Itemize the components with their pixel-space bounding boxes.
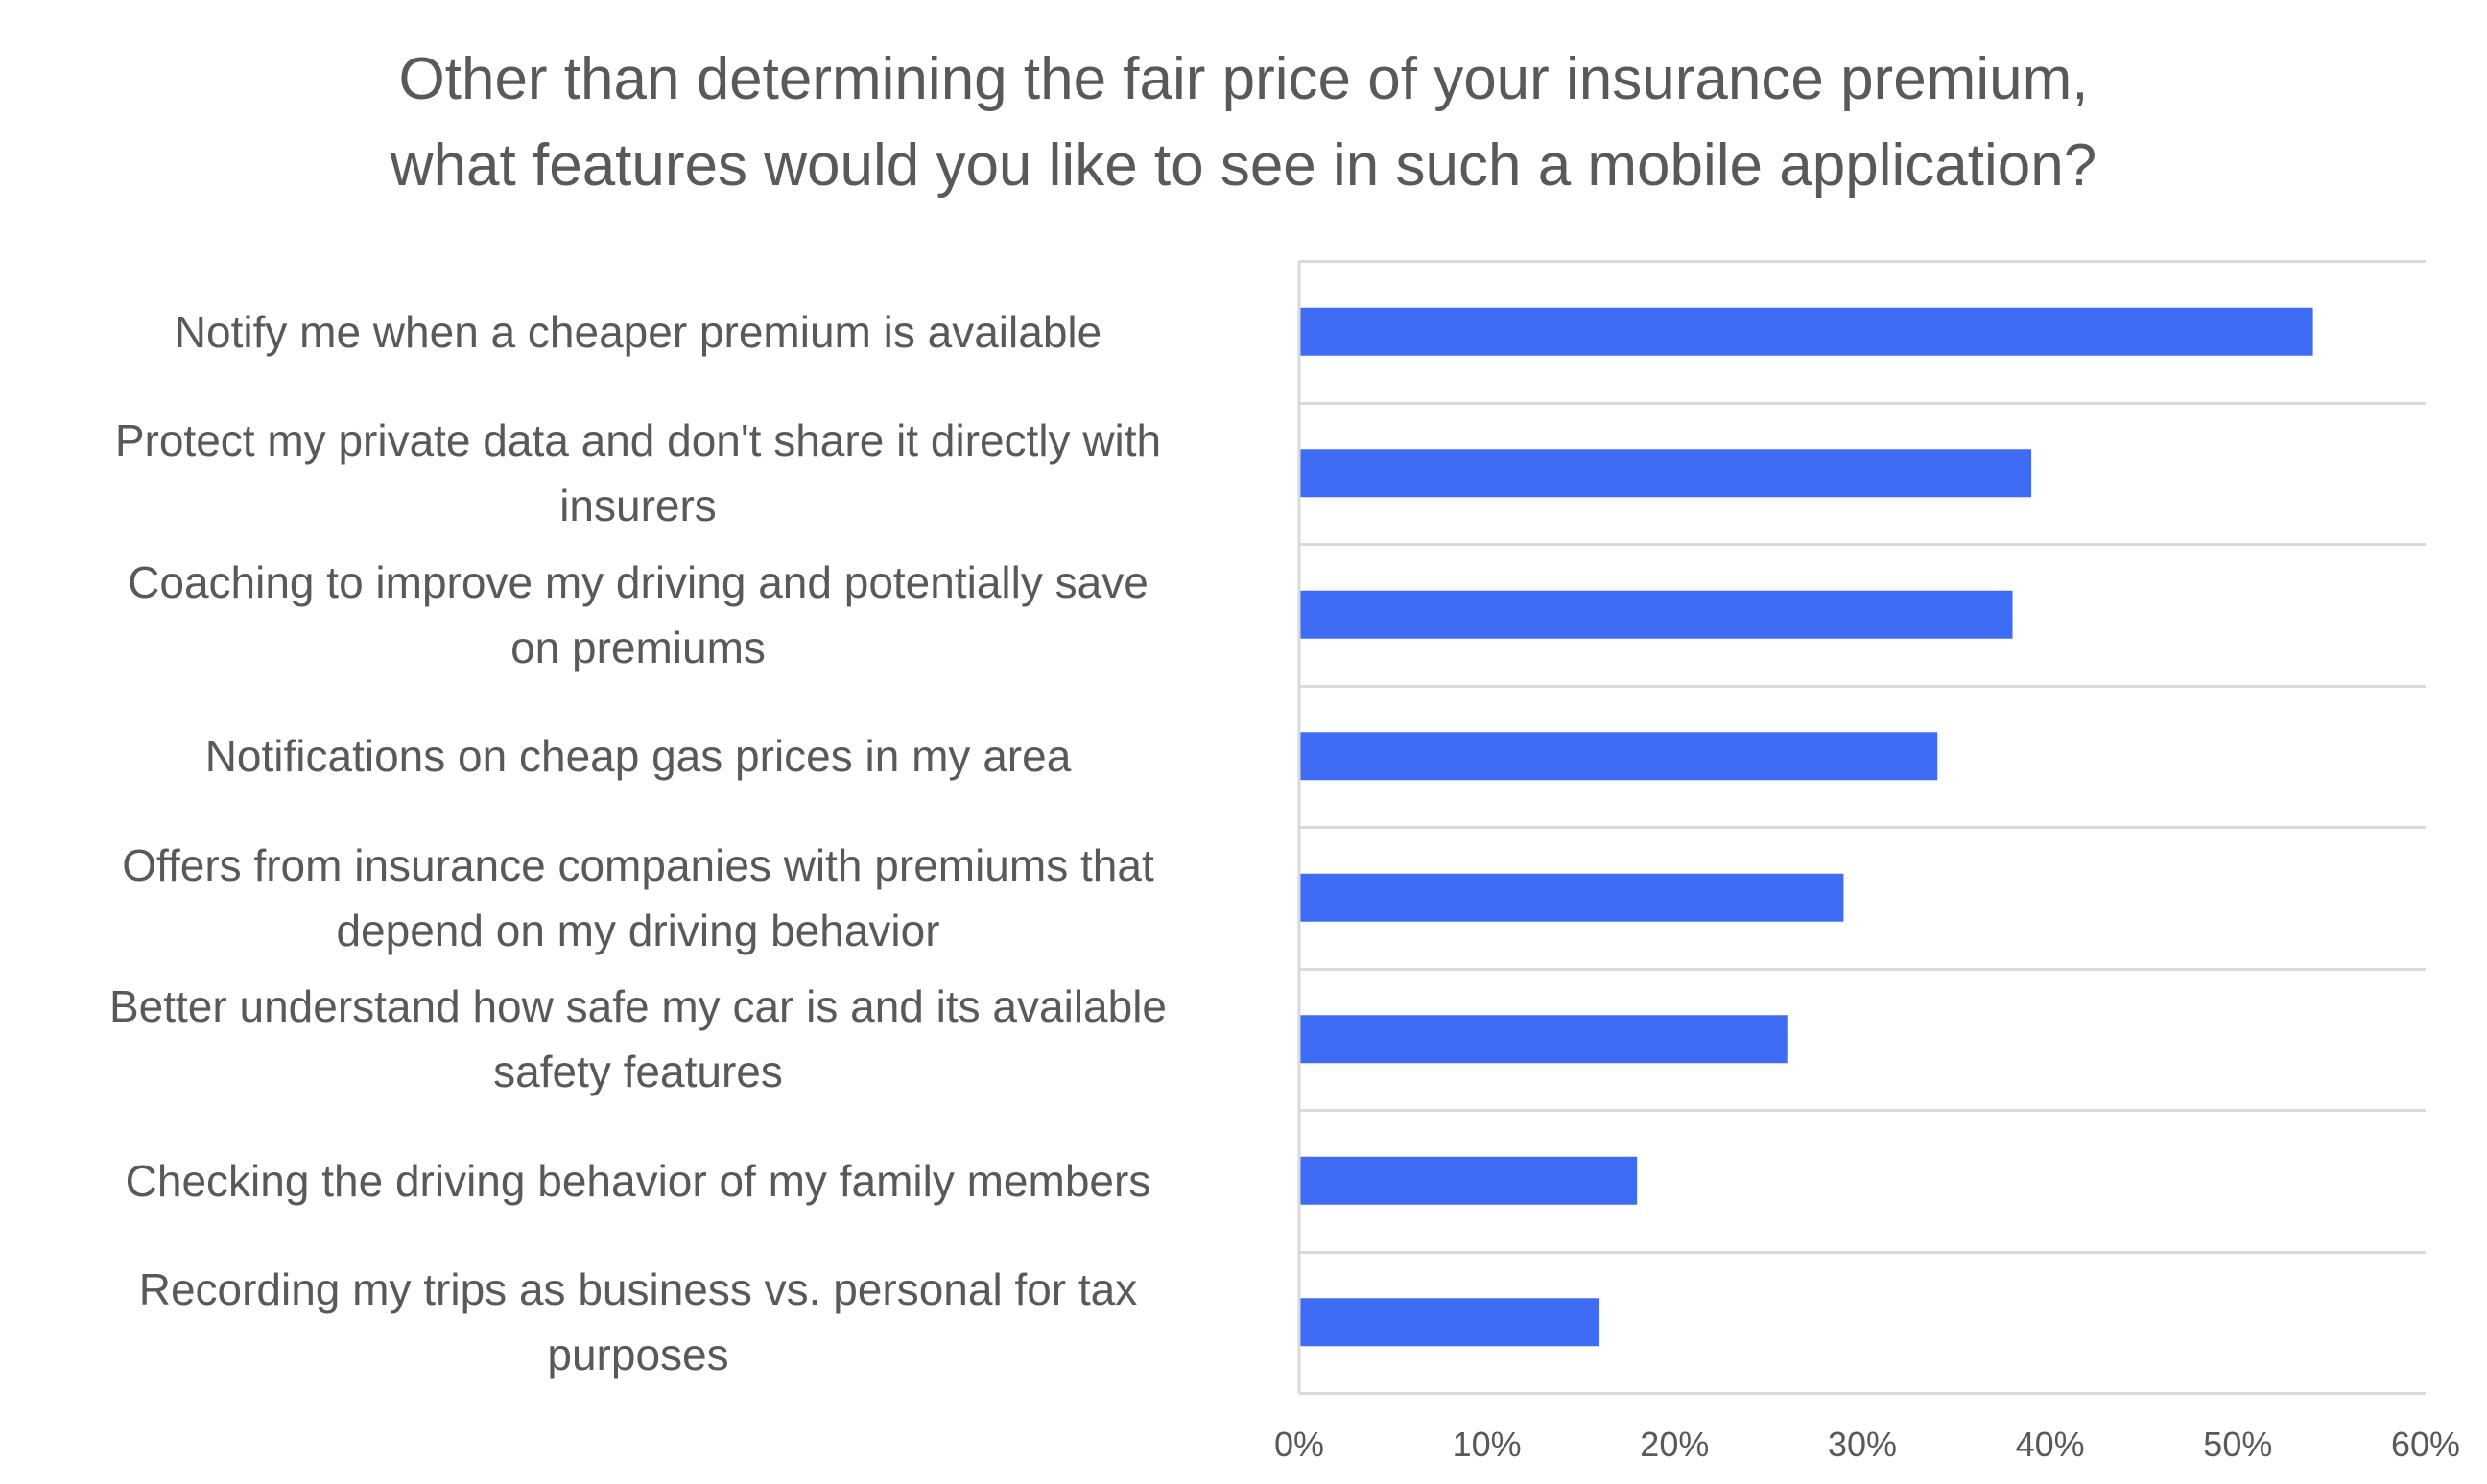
category-label-line: depend on my driving behavior — [336, 905, 940, 955]
bar-6 — [1299, 1015, 1788, 1064]
category-label-2: Protect my private data and don't share … — [29, 408, 1247, 538]
x-tick-label: 10% — [1453, 1425, 1522, 1464]
category-label-5: Offers from insurance companies with pre… — [29, 833, 1247, 963]
x-tick-label: 20% — [1640, 1425, 1709, 1464]
category-label-line: on premiums — [510, 622, 766, 672]
category-label-line: Protect my private data and don't share … — [114, 415, 1162, 466]
bar-7 — [1299, 1156, 1638, 1205]
x-tick-label: 60% — [2391, 1425, 2460, 1464]
category-label-line: Notifications on cheap gas prices in my … — [204, 731, 1072, 782]
x-tick-label: 30% — [1828, 1425, 1897, 1464]
chart-title-line-2: what features would you like to see in s… — [390, 132, 2097, 199]
tick-labels: 0% 10% 20% 30% 40% 50% 60% — [1274, 1425, 2460, 1464]
category-label-line: Recording my trips as business vs. perso… — [138, 1264, 1138, 1315]
bar-5 — [1299, 873, 1844, 922]
category-label-line: Offers from insurance companies with pre… — [122, 839, 1154, 890]
category-label-line: Notify me when a cheaper premium is avai… — [174, 306, 1102, 357]
grid-layer — [1299, 260, 2426, 1395]
x-tick-label: 50% — [2203, 1425, 2272, 1464]
chart-title: Other than determining the fair price of… — [0, 36, 2487, 209]
bar-2 — [1299, 449, 2032, 498]
bar-layer — [1299, 307, 2313, 1347]
category-label-line: Checking the driving behavior of my fami… — [125, 1155, 1151, 1206]
category-label-line: Coaching to improve my driving and poten… — [128, 556, 1149, 607]
bar-8 — [1299, 1298, 1600, 1347]
category-label-3: Coaching to improve my driving and poten… — [29, 550, 1247, 680]
category-label-4: Notifications on cheap gas prices in my … — [29, 723, 1247, 789]
category-label-8: Recording my trips as business vs. perso… — [29, 1257, 1247, 1387]
bar-4 — [1299, 732, 1938, 781]
category-label-line: safety features — [493, 1047, 783, 1097]
category-label-1: Notify me when a cheaper premium is avai… — [29, 299, 1247, 365]
category-label-line: Better understand how safe my car is and… — [108, 981, 1168, 1032]
category-label-line: insurers — [559, 481, 717, 531]
x-tick-label: 40% — [2016, 1425, 2085, 1464]
chart-title-line-1: Other than determining the fair price of… — [398, 46, 2089, 112]
category-label-6: Better understand how safe my car is and… — [29, 974, 1247, 1104]
category-label-line: purposes — [547, 1330, 729, 1380]
x-tick-label: 0% — [1274, 1425, 1324, 1464]
bar-3 — [1299, 590, 2013, 639]
category-label-7: Checking the driving behavior of my fami… — [29, 1148, 1247, 1213]
bar-1 — [1299, 307, 2313, 356]
